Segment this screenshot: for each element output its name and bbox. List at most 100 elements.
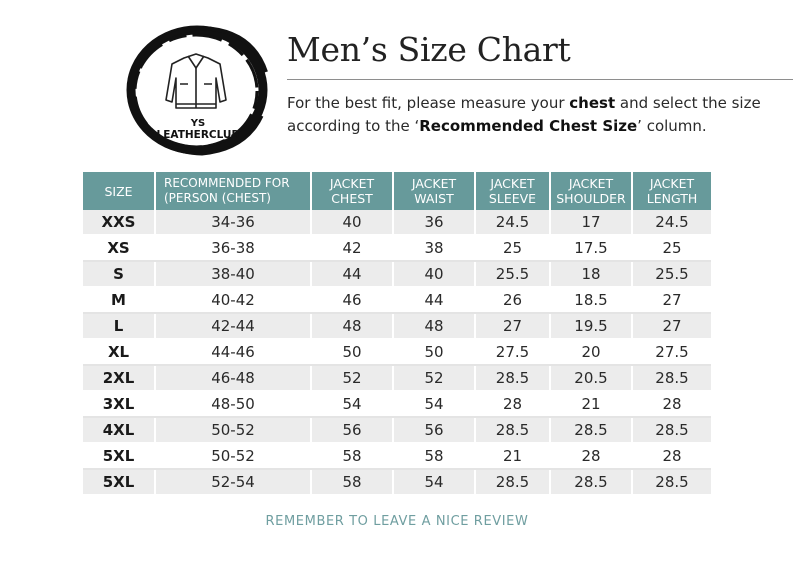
table-cell: 21 [475,443,551,470]
col-header-size: SIZE [83,172,156,210]
jacket-icon [165,53,227,109]
table-cell: 38-40 [155,261,312,288]
col-header-recommended: RECOMMENDED FOR (PERSON (CHEST) [155,172,312,210]
table-cell: 26 [475,287,551,314]
table-cell: 27.5 [475,339,551,366]
table-cell: 46 [311,287,394,314]
table-cell: 24.5 [475,210,551,236]
intro-part3: ’ column. [637,117,707,135]
table-row: 5XL 50-52 58 58 21 28 28 [83,443,711,470]
col-header-waist: JACKET WAIST [393,172,476,210]
table-row: 2XL 46-48 52 52 28.5 20.5 28.5 [83,365,711,392]
table-row: XL 44-46 50 50 27.5 20 27.5 [83,339,711,366]
logo-emblem: YS LEATHERCLUB [126,25,268,156]
table-cell: 27 [632,287,711,314]
size-label: 2XL [83,365,156,392]
table-cell: 52 [311,365,394,392]
table-cell: 54 [393,391,476,418]
table-cell: 25 [475,235,551,262]
brand-logo: YS LEATHERCLUB [122,20,272,160]
table-cell: 34-36 [155,210,312,236]
size-label: 3XL [83,391,156,418]
table-cell: 28 [632,391,711,418]
table-cell: 24.5 [632,210,711,236]
table-cell: 28.5 [632,417,711,444]
size-chart-table: SIZE RECOMMENDED FOR (PERSON (CHEST) JACK… [83,172,711,496]
size-label: XL [83,339,156,366]
table-row: 5XL 52-54 58 54 28.5 28.5 28.5 [83,469,711,496]
size-label: XXS [83,210,156,236]
intro-text: For the best fit, please measure your ch… [287,92,787,138]
table-cell: 21 [550,391,633,418]
table-cell: 36-38 [155,235,312,262]
size-label: L [83,313,156,340]
table-cell: 28 [632,443,711,470]
table-cell: 25.5 [475,261,551,288]
table-cell: 44 [311,261,394,288]
table-cell: 19.5 [550,313,633,340]
table-row: S 38-40 44 40 25.5 18 25.5 [83,261,711,288]
intro-bold-chest: chest [569,94,616,112]
table-cell: 28 [550,443,633,470]
table-cell: 50 [311,339,394,366]
size-label: 4XL [83,417,156,444]
table-cell: 28.5 [475,469,551,496]
table-cell: 25 [632,235,711,262]
table-cell: 28.5 [475,417,551,444]
table-cell: 38 [393,235,476,262]
table-cell: 20.5 [550,365,633,392]
size-label: M [83,287,156,314]
table-row: 4XL 50-52 56 56 28.5 28.5 28.5 [83,417,711,444]
col-header-sleeve: JACKET SLEEVE [475,172,551,210]
page-title: Men’s Size Chart [287,30,571,69]
table-cell: 17 [550,210,633,236]
logo-line2: LEATHERCLUB [157,129,240,141]
table-cell: 40 [311,210,394,236]
table-cell: 28.5 [550,469,633,496]
table-cell: 48 [311,313,394,340]
table-cell: 42-44 [155,313,312,340]
table-cell: 28.5 [632,469,711,496]
table-row: XS 36-38 42 38 25 17.5 25 [83,235,711,262]
intro-part1: For the best fit, please measure your [287,94,570,112]
size-label: XS [83,235,156,262]
title-divider [287,79,793,80]
table-row: XXS 34-36 40 36 24.5 17 24.5 [83,210,711,236]
table-cell: 27 [475,313,551,340]
table-header-row: SIZE RECOMMENDED FOR (PERSON (CHEST) JACK… [83,172,711,210]
table-cell: 40-42 [155,287,312,314]
table-cell: 18 [550,261,633,288]
table-cell: 58 [311,443,394,470]
table-cell: 28.5 [550,417,633,444]
table-cell: 28 [475,391,551,418]
table-cell: 48-50 [155,391,312,418]
table-cell: 50 [393,339,476,366]
table-cell: 54 [393,469,476,496]
table-cell: 40 [393,261,476,288]
table-body: XXS 34-36 40 36 24.5 17 24.5 XS 36-38 42 38 25 17.5 2… [83,210,711,496]
size-label: 5XL [83,443,156,470]
table-cell: 58 [393,443,476,470]
table-cell: 27 [632,313,711,340]
table-cell: 18.5 [550,287,633,314]
table-cell: 17.5 [550,235,633,262]
table-cell: 50-52 [155,417,312,444]
size-label: S [83,261,156,288]
review-reminder: REMEMBER TO LEAVE A NICE REVIEW [265,514,529,529]
table-cell: 28.5 [632,365,711,392]
table-cell: 27.5 [632,339,711,366]
table-cell: 42 [311,235,394,262]
table-row: 3XL 48-50 54 54 28 21 28 [83,391,711,418]
table-cell: 20 [550,339,633,366]
table-cell: 52 [393,365,476,392]
table-cell: 50-52 [155,443,312,470]
table-cell: 56 [393,417,476,444]
table-cell: 25.5 [632,261,711,288]
table-cell: 52-54 [155,469,312,496]
table-cell: 36 [393,210,476,236]
col-header-length: JACKET LENGTH [632,172,711,210]
table-cell: 54 [311,391,394,418]
table-row: L 42-44 48 48 27 19.5 27 [83,313,711,340]
intro-bold-recommended: Recommended Chest Size [419,117,638,135]
intro-part2: and select the size according to the ‘ [287,94,761,135]
